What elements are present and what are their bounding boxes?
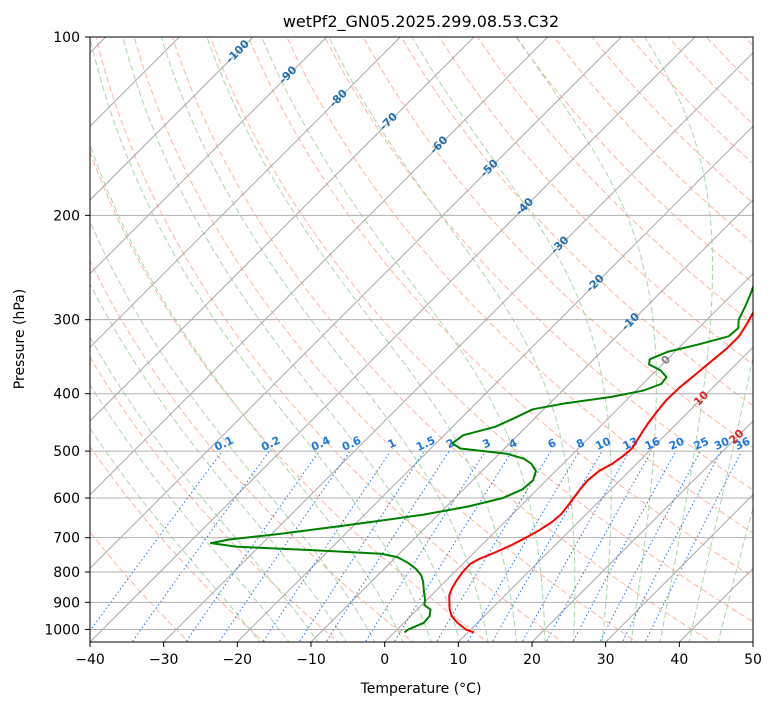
mixing-ratio-line xyxy=(393,450,513,642)
x-tick-label: −40 xyxy=(75,652,105,668)
moist-adiabat xyxy=(90,336,319,642)
y-tick-label: 900 xyxy=(53,595,80,611)
dry-adiabat xyxy=(90,150,489,642)
mixing-ratio-label: 10 xyxy=(593,435,613,453)
x-tick-label: 10 xyxy=(449,652,467,668)
x-tick-label: −20 xyxy=(223,652,253,668)
isotherm-line xyxy=(90,37,549,496)
chart-title: wetPf2_GN05.2025.299.08.53.C32 xyxy=(283,12,559,32)
y-tick-label: 800 xyxy=(53,565,80,581)
isotherm-line xyxy=(531,420,753,642)
mixing-ratio-line xyxy=(185,450,320,642)
x-axis-label: Temperature (°C) xyxy=(360,681,482,697)
y-axis-label: Pressure (hPa) xyxy=(12,289,28,389)
x-tick-label: 40 xyxy=(670,652,688,668)
mixing-ratio-line xyxy=(621,450,722,642)
dry-adiabat xyxy=(438,37,753,366)
mixing-ratio-label: 36 xyxy=(733,435,753,453)
mixing-ratio-label: 30 xyxy=(712,435,732,453)
dewpoint-profile xyxy=(210,195,753,634)
mixing-ratio-line xyxy=(599,450,701,642)
profile-lines xyxy=(210,195,753,634)
y-tick-label: 300 xyxy=(53,313,80,329)
moist-adiabat xyxy=(90,383,290,642)
plot-frame xyxy=(89,36,754,643)
moist-adiabat xyxy=(516,37,657,642)
moist-adiabat xyxy=(644,37,713,642)
isotherm-line xyxy=(605,493,753,642)
x-tick-label: −10 xyxy=(296,652,326,668)
y-tick-label: 500 xyxy=(53,444,80,460)
moist-adiabat xyxy=(160,37,489,642)
dry-adiabat xyxy=(400,37,753,407)
mixing-ratio-line xyxy=(298,450,425,642)
isotherm-line xyxy=(90,37,254,201)
x-axis: −40 −30 −20 −10 0 10 20 30 40 50 xyxy=(75,642,762,668)
plot-area xyxy=(90,37,753,642)
isotherm-line xyxy=(90,37,622,570)
temperature-profile xyxy=(448,310,753,634)
moist-adiabat xyxy=(206,37,517,642)
isotherm-line xyxy=(90,37,696,642)
dry-adiabat xyxy=(286,37,753,534)
mixing-ratio-line xyxy=(262,450,392,642)
y-tick-label: 100 xyxy=(53,30,80,46)
mixing-ratio-label: 25 xyxy=(692,435,711,453)
dry-adiabat xyxy=(209,37,753,623)
x-tick-label: 0 xyxy=(380,652,389,668)
x-tick-label: −30 xyxy=(149,652,179,668)
mixing-ratio-line xyxy=(466,450,580,642)
background-lines xyxy=(90,37,753,642)
mixing-ratio-line xyxy=(218,450,351,642)
dry-adiabat xyxy=(324,37,753,491)
isotherm-line xyxy=(90,37,328,275)
y-tick-label: 200 xyxy=(53,208,80,224)
mixing-ratio-line xyxy=(131,450,270,642)
moist-adiabat xyxy=(122,37,461,642)
isotherm-line xyxy=(236,125,753,642)
isotherm-line xyxy=(457,346,753,642)
isotherm-line xyxy=(163,51,753,642)
isotherm-line xyxy=(90,37,401,349)
mixing-ratio-line xyxy=(572,450,677,642)
y-tick-label: 1000 xyxy=(44,622,80,638)
isotherm-line xyxy=(310,199,753,642)
moist-adiabat xyxy=(261,37,546,642)
x-tick-label: 30 xyxy=(597,652,615,668)
y-axis: 100 200 300 400 500 600 700 800 900 1000 xyxy=(44,30,90,638)
mixing-ratio-line xyxy=(90,450,223,632)
moist-adiabat xyxy=(328,37,576,642)
mixing-ratio-line xyxy=(325,450,450,642)
mixing-ratio-label: 20 xyxy=(667,435,687,453)
dry-adiabat xyxy=(248,37,753,578)
x-tick-label: 20 xyxy=(523,652,541,668)
x-tick-label: 50 xyxy=(744,652,762,668)
isotherm-line xyxy=(384,272,753,642)
mixing-ratio-label: 16 xyxy=(643,435,663,453)
y-tick-label: 600 xyxy=(53,491,80,507)
y-tick-label: 700 xyxy=(53,531,80,547)
mixing-ratio-label: 13 xyxy=(621,435,640,453)
isotherm-line xyxy=(90,37,475,422)
y-tick-label: 400 xyxy=(53,387,80,403)
